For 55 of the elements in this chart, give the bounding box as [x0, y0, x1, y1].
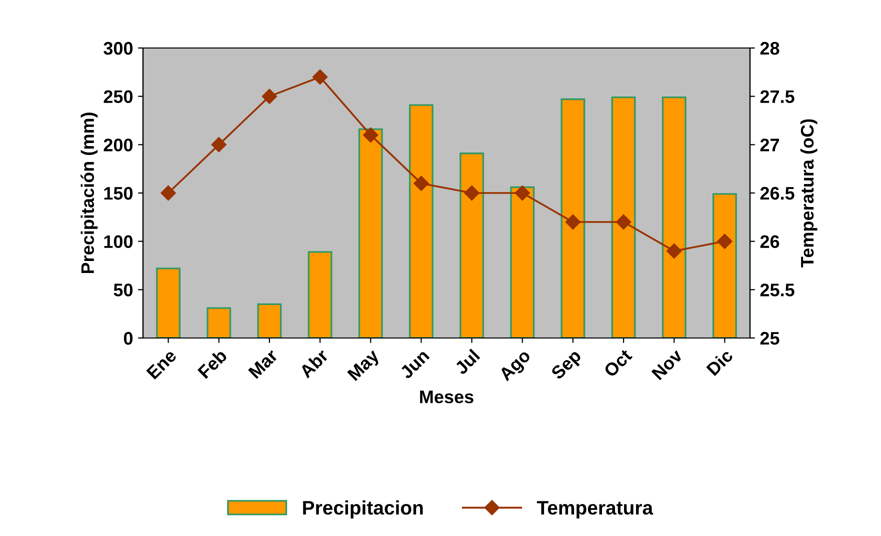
- bar: [611, 96, 636, 338]
- point: [464, 185, 480, 201]
- legend-label: Precipitacion: [303, 500, 423, 518]
- y2-tick-label: 26: [760, 235, 780, 248]
- y-tick-label: 250: [104, 90, 133, 104]
- y2-tick-label: 26.5: [760, 186, 794, 200]
- y-axis-title: Precipitación (mm): [80, 112, 98, 274]
- x-tick-label: Abr: [298, 348, 330, 379]
- x-axis-title: Meses: [420, 390, 474, 404]
- point: [363, 127, 378, 143]
- point: [262, 88, 278, 104]
- x-tick-label: Feb: [197, 348, 228, 379]
- point: [160, 185, 176, 201]
- bar: [460, 152, 484, 338]
- x-tick-label: Ago: [498, 348, 534, 384]
- legend-label: Temperatura: [536, 501, 654, 518]
- x-tick-label: Nov: [651, 348, 684, 380]
- y-tick-label: 150: [104, 186, 133, 200]
- y2-tick-label: 27: [760, 138, 780, 152]
- point: [211, 137, 226, 152]
- bar: [408, 104, 434, 338]
- y2-tick-label: 25.5: [760, 284, 794, 296]
- bar: [257, 303, 282, 338]
- x-tick-label: Oct: [603, 348, 633, 378]
- point: [312, 69, 328, 85]
- bar: [560, 98, 586, 338]
- point: [717, 234, 732, 249]
- x-tick-label: May: [347, 348, 382, 384]
- bar: [712, 193, 737, 338]
- y2-tick-label: 28: [760, 42, 780, 55]
- x-tick-label: Jun: [399, 348, 430, 380]
- bar: [206, 307, 232, 338]
- x-tick-label: Sep: [550, 348, 584, 383]
- x-tick-label: Dic: [706, 348, 734, 376]
- point: [514, 185, 530, 201]
- y-tick-label: 0: [124, 332, 133, 345]
- y-tick-label: 50: [114, 284, 133, 296]
- x-tick-label: Ene: [146, 348, 178, 380]
- y-tick-label: 100: [104, 235, 133, 248]
- y2-tick-label: 27.5: [760, 90, 794, 104]
- x-tick-label: Mar: [248, 348, 279, 379]
- y2-axis-title: Temperatura (oC): [800, 119, 818, 268]
- y2-tick-label: 25: [760, 332, 780, 345]
- bar: [358, 128, 383, 338]
- bar: [510, 186, 535, 338]
- bar: [156, 268, 181, 338]
- point: [565, 214, 581, 230]
- point: [616, 214, 632, 230]
- bar: [308, 251, 332, 338]
- x-tick-label: Jul: [454, 348, 480, 376]
- point: [666, 243, 682, 259]
- point: [414, 176, 429, 191]
- y-tick-label: 300: [104, 42, 133, 55]
- y-tick-label: 200: [104, 138, 133, 152]
- bar: [662, 96, 686, 338]
